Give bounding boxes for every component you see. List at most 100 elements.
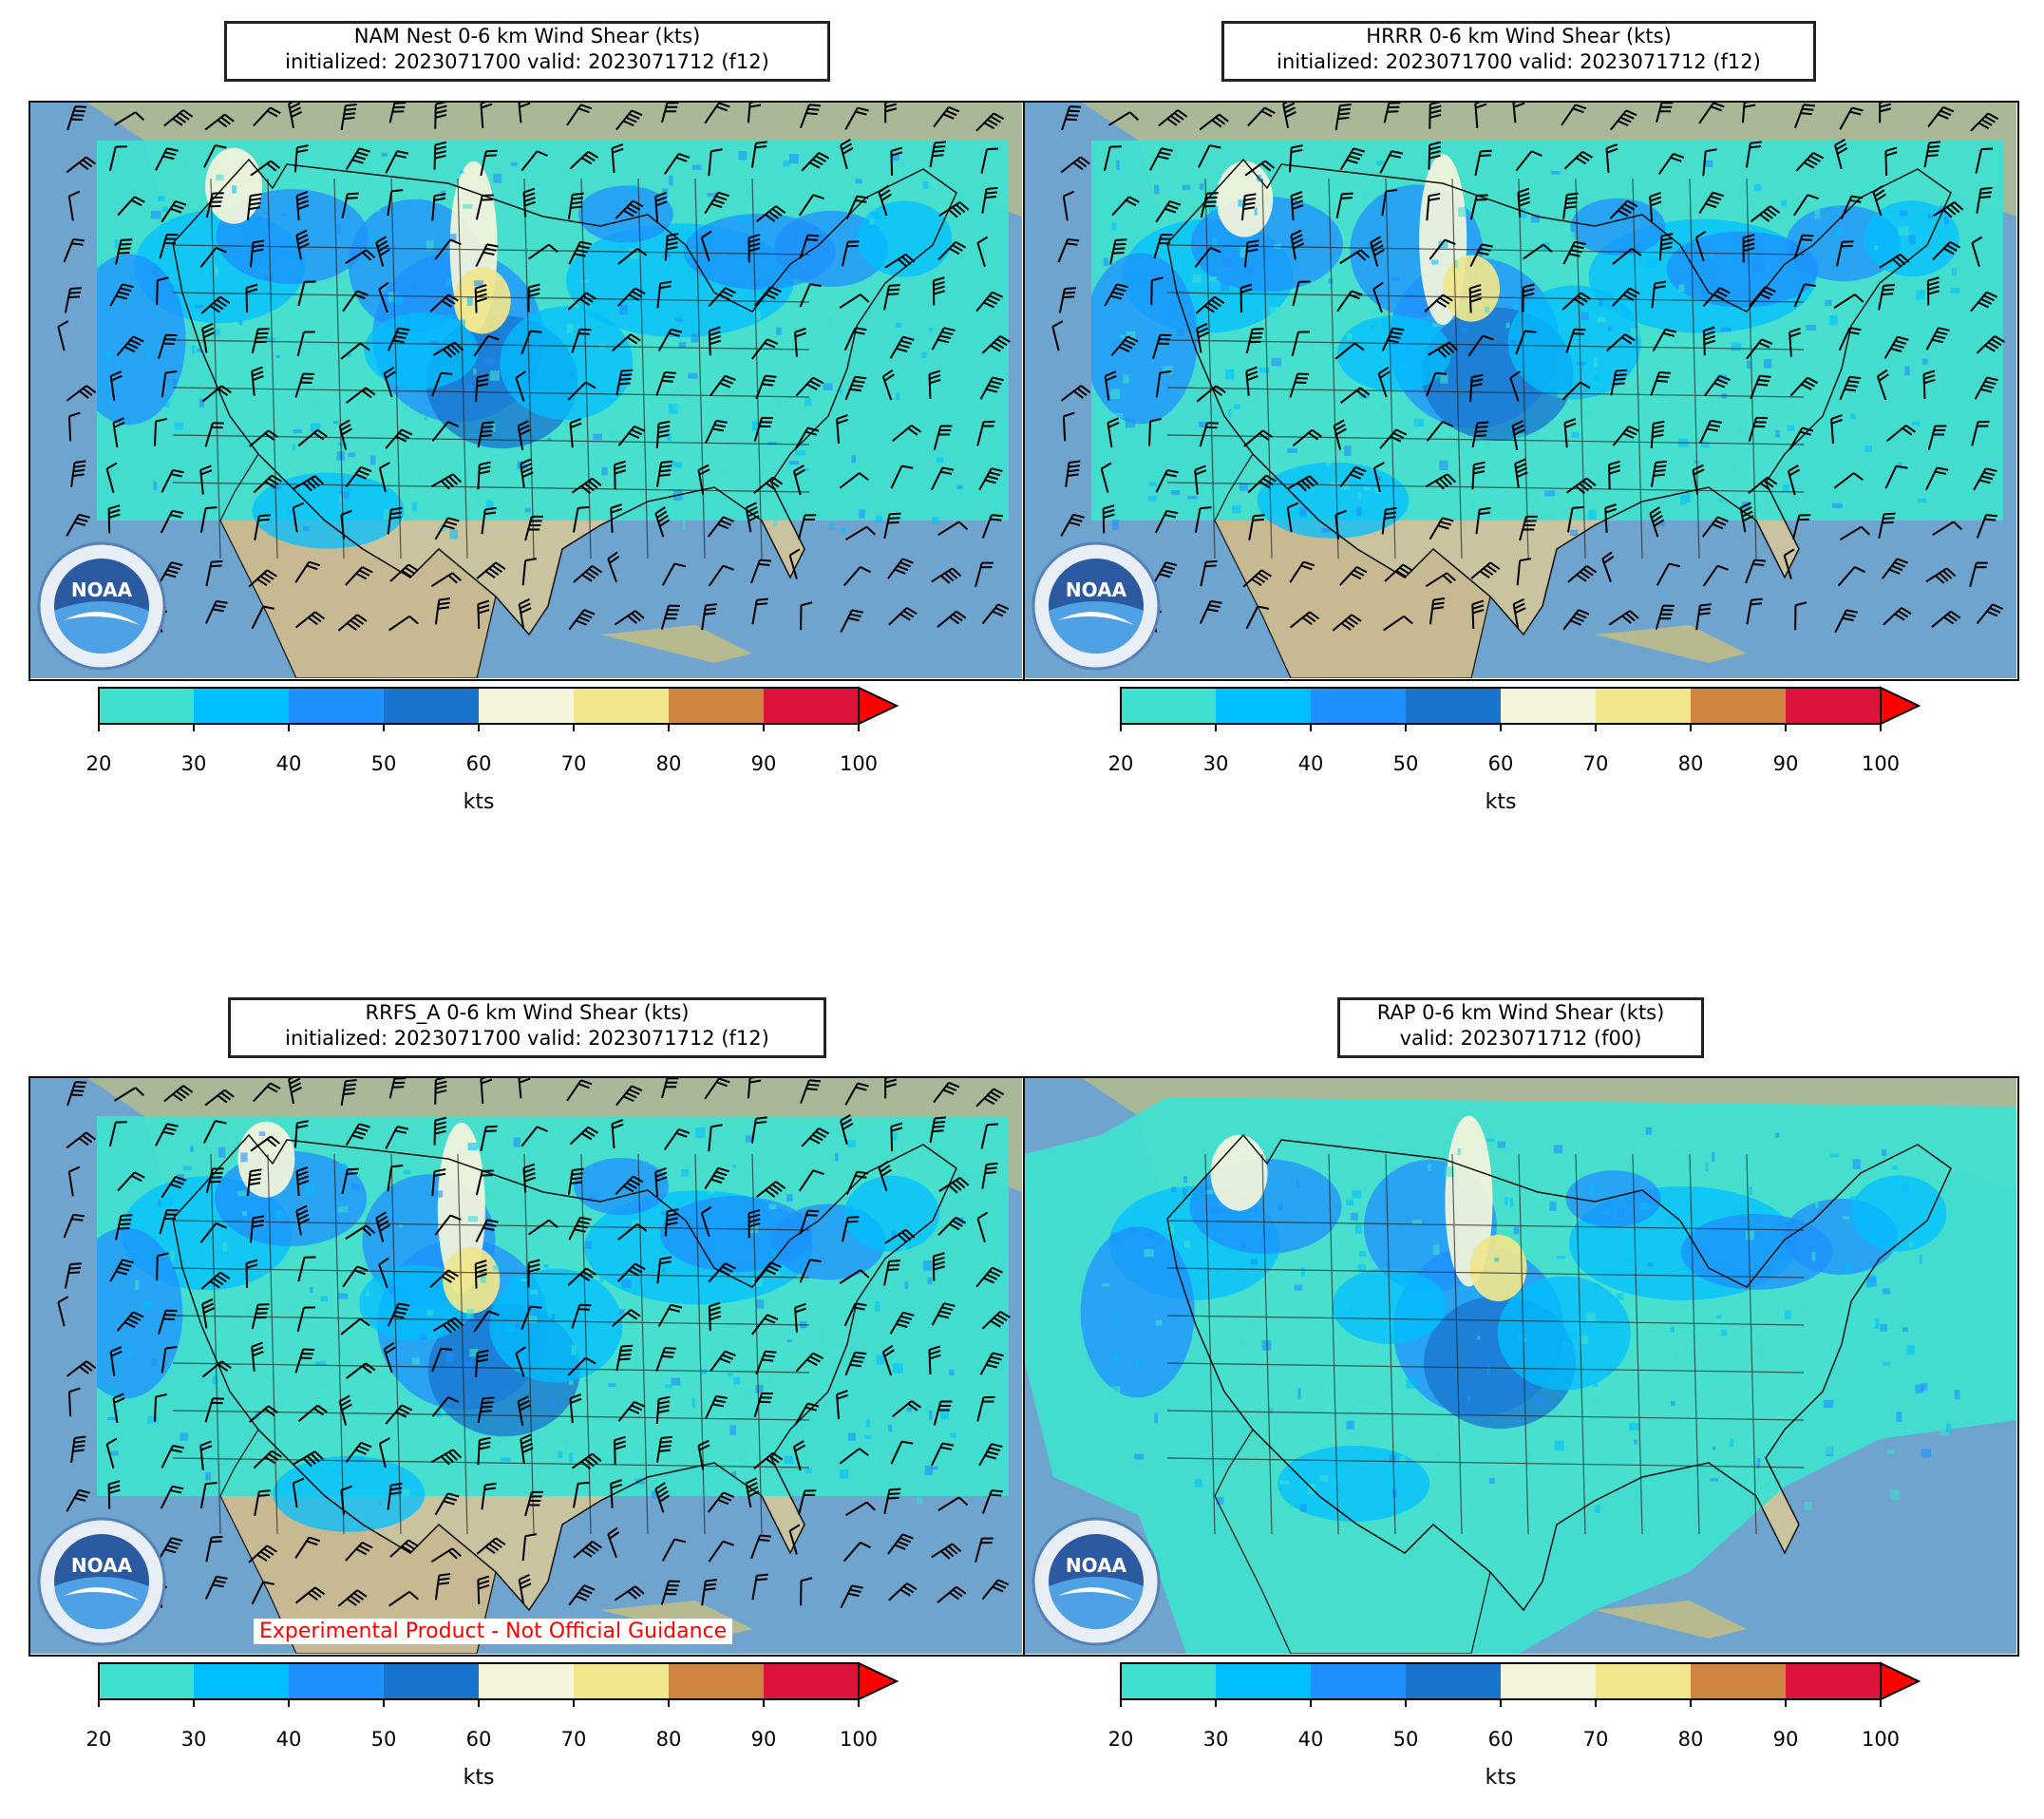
colorbar-segment	[574, 688, 669, 724]
colorbar-tick-label: 30	[180, 752, 207, 775]
colorbar-tick-label: 60	[1487, 1728, 1514, 1751]
colorbar-tick-label: 50	[370, 1728, 397, 1751]
colorbar-tick-label: 80	[655, 1728, 682, 1751]
colorbar-tick-label: 60	[465, 752, 492, 775]
colorbar-tick-label: 70	[1582, 1728, 1609, 1751]
colorbar-unit-label: kts	[463, 790, 495, 814]
colorbar-tick-label: 20	[85, 1728, 112, 1751]
colorbar-tick-label: 80	[1677, 752, 1704, 775]
colorbar-rrfs: 20 30 40 50 60 70 80 90 100 kts	[0, 1659, 1022, 1802]
colorbar-segment	[99, 688, 194, 724]
colorbar-segment	[384, 1663, 479, 1699]
colorbar-tick-label: 100	[1861, 752, 1901, 775]
colorbar-tick-label: 30	[1202, 752, 1229, 775]
colorbar-segment	[669, 688, 764, 724]
noaa-logo: NOAA	[1031, 1517, 1161, 1646]
noaa-logo: NOAA	[37, 1517, 166, 1646]
colorbar-segment	[764, 1663, 859, 1699]
title-line1: RAP 0-6 km Wind Shear (kts)	[1376, 1001, 1665, 1024]
colorbar-segment	[1691, 688, 1786, 724]
colorbar-tick-label: 90	[750, 1728, 777, 1751]
svg-text:NOAA: NOAA	[1066, 1554, 1127, 1577]
colorbar-segment	[194, 1663, 289, 1699]
colorbar-tick-label: 100	[839, 752, 879, 775]
colorbar-tick-label: 40	[275, 752, 302, 775]
colorbar-segment	[1216, 1663, 1311, 1699]
title-line2: initialized: 2023071700 valid: 202307171…	[1277, 50, 1761, 73]
title-line2: initialized: 2023071700 valid: 202307171…	[285, 50, 769, 73]
colorbar-tick-label: 60	[465, 1728, 492, 1751]
colorbar-segment	[194, 688, 289, 724]
colorbar-segment	[1786, 1663, 1881, 1699]
colorbar-segment	[1311, 688, 1406, 724]
map-nam: NOAA	[28, 101, 1025, 681]
colorbar-segment	[1786, 688, 1881, 724]
colorbar-tick-label: 40	[1297, 752, 1324, 775]
colorbar-tick-label: 90	[1772, 752, 1799, 775]
title-line1: NAM Nest 0-6 km Wind Shear (kts)	[353, 25, 701, 47]
map-hrrr: NOAA	[1023, 101, 2019, 681]
colorbar-segment	[384, 688, 479, 724]
title-line2: initialized: 2023071700 valid: 202307171…	[285, 1027, 769, 1050]
panel-title-rrfs: RRFS_A 0-6 km Wind Shear (kts) initializ…	[228, 997, 826, 1058]
colorbar-tick-label: 60	[1487, 752, 1514, 775]
colorbar-segment	[479, 688, 574, 724]
colorbar-segment	[669, 1663, 764, 1699]
title-line1: RRFS_A 0-6 km Wind Shear (kts)	[365, 1001, 690, 1024]
colorbar-segment	[479, 1663, 574, 1699]
colorbar-segment	[1596, 1663, 1691, 1699]
colorbar-unit-label: kts	[1485, 790, 1517, 814]
colorbar-tick-label: 40	[275, 1728, 302, 1751]
panel-title-rap: RAP 0-6 km Wind Shear (kts) valid: 20230…	[1337, 997, 1704, 1058]
colorbar-tick-label: 80	[655, 752, 682, 775]
colorbar-tick-label: 80	[1677, 1728, 1704, 1751]
svg-text:NOAA: NOAA	[71, 578, 133, 601]
colorbar-tick-label: 50	[1392, 1728, 1419, 1751]
colorbar-tick-label: 40	[1297, 1728, 1324, 1751]
colorbar-segment	[1406, 1663, 1501, 1699]
svg-text:NOAA: NOAA	[71, 1554, 133, 1577]
colorbar-tick-label: 20	[1107, 752, 1134, 775]
panel-title-hrrr: HRRR 0-6 km Wind Shear (kts) initialized…	[1221, 21, 1816, 82]
title-line1: HRRR 0-6 km Wind Shear (kts)	[1366, 25, 1672, 47]
colorbar-segment	[1501, 1663, 1596, 1699]
colorbar-tick-label: 70	[1582, 752, 1609, 775]
colorbar-hrrr: 20 30 40 50 60 70 80 90 100 kts	[1022, 684, 2044, 826]
colorbar-segment	[1121, 1663, 1216, 1699]
colorbar-tick-label: 100	[1861, 1728, 1901, 1751]
colorbar-segment	[99, 1663, 194, 1699]
colorbar-segment	[1691, 1663, 1786, 1699]
colorbar-tick-label: 70	[560, 752, 587, 775]
colorbar-extend-arrow	[1880, 1661, 1921, 1701]
colorbar-segment	[289, 1663, 384, 1699]
colorbar-tick-label: 20	[1107, 1728, 1134, 1751]
map-rrfs: NOAA	[28, 1076, 1025, 1657]
colorbar-tick-label: 50	[1392, 752, 1419, 775]
colorbar-extend-arrow	[858, 1661, 899, 1701]
colorbar-tick-label: 20	[85, 752, 112, 775]
colorbar-unit-label: kts	[1485, 1766, 1517, 1790]
noaa-logo: NOAA	[37, 541, 166, 671]
colorbar-tick-label: 30	[180, 1728, 207, 1751]
colorbar-segment	[1501, 688, 1596, 724]
colorbar-segment	[574, 1663, 669, 1699]
disclaimer-label: Experimental Product - Not Official Guid…	[254, 1619, 733, 1644]
colorbar-segment	[289, 688, 384, 724]
colorbar-extend-arrow	[858, 686, 899, 726]
colorbar-tick-label: 50	[370, 752, 397, 775]
colorbar-tick-label: 70	[560, 1728, 587, 1751]
noaa-logo: NOAA	[1031, 541, 1161, 671]
colorbar-extend-arrow	[1880, 686, 1921, 726]
colorbar-segment	[1121, 688, 1216, 724]
colorbar-segment	[1216, 688, 1311, 724]
colorbar-tick-label: 100	[839, 1728, 879, 1751]
svg-text:NOAA: NOAA	[1066, 578, 1127, 601]
colorbar-segment	[1311, 1663, 1406, 1699]
title-line2: valid: 2023071712 (f00)	[1399, 1027, 1642, 1050]
colorbar-segment	[1596, 688, 1691, 724]
map-rap: NOAA	[1023, 1076, 2019, 1657]
colorbar-segment	[1406, 688, 1501, 724]
colorbar-tick-label: 90	[750, 752, 777, 775]
colorbar-rap: 20 30 40 50 60 70 80 90 100 kts	[1022, 1659, 2044, 1802]
colorbar-tick-label: 90	[1772, 1728, 1799, 1751]
